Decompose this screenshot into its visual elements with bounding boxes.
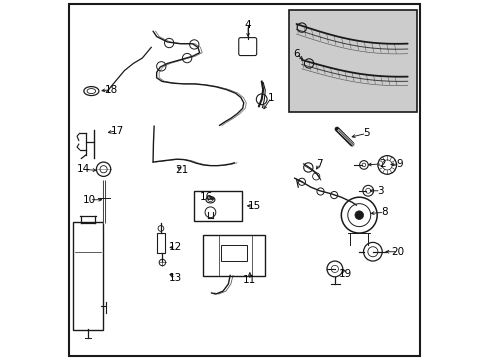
Text: 19: 19 xyxy=(338,269,351,279)
Text: 8: 8 xyxy=(380,207,387,217)
Text: 4: 4 xyxy=(244,20,251,30)
Text: 2: 2 xyxy=(379,159,385,169)
Circle shape xyxy=(354,211,363,220)
Text: 18: 18 xyxy=(105,85,118,95)
Text: 11: 11 xyxy=(243,275,256,285)
Text: 9: 9 xyxy=(396,159,402,169)
Text: 12: 12 xyxy=(169,242,182,252)
Text: 3: 3 xyxy=(377,186,383,196)
Bar xyxy=(289,10,416,112)
Text: 14: 14 xyxy=(77,164,90,174)
Text: 1: 1 xyxy=(267,93,274,103)
Text: 21: 21 xyxy=(175,165,188,175)
Text: 10: 10 xyxy=(83,195,96,205)
Text: 20: 20 xyxy=(390,247,404,257)
Bar xyxy=(221,244,246,261)
Text: 17: 17 xyxy=(110,126,123,135)
Text: 7: 7 xyxy=(316,159,323,169)
Text: 13: 13 xyxy=(169,273,182,283)
Text: 6: 6 xyxy=(293,49,299,59)
Bar xyxy=(193,191,242,221)
Text: 5: 5 xyxy=(363,129,369,138)
Text: 15: 15 xyxy=(247,201,261,211)
Bar xyxy=(157,233,164,253)
Text: 16: 16 xyxy=(200,192,213,202)
